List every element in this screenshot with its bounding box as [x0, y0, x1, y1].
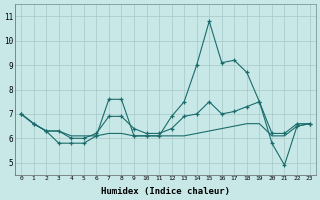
X-axis label: Humidex (Indice chaleur): Humidex (Indice chaleur) — [101, 187, 230, 196]
